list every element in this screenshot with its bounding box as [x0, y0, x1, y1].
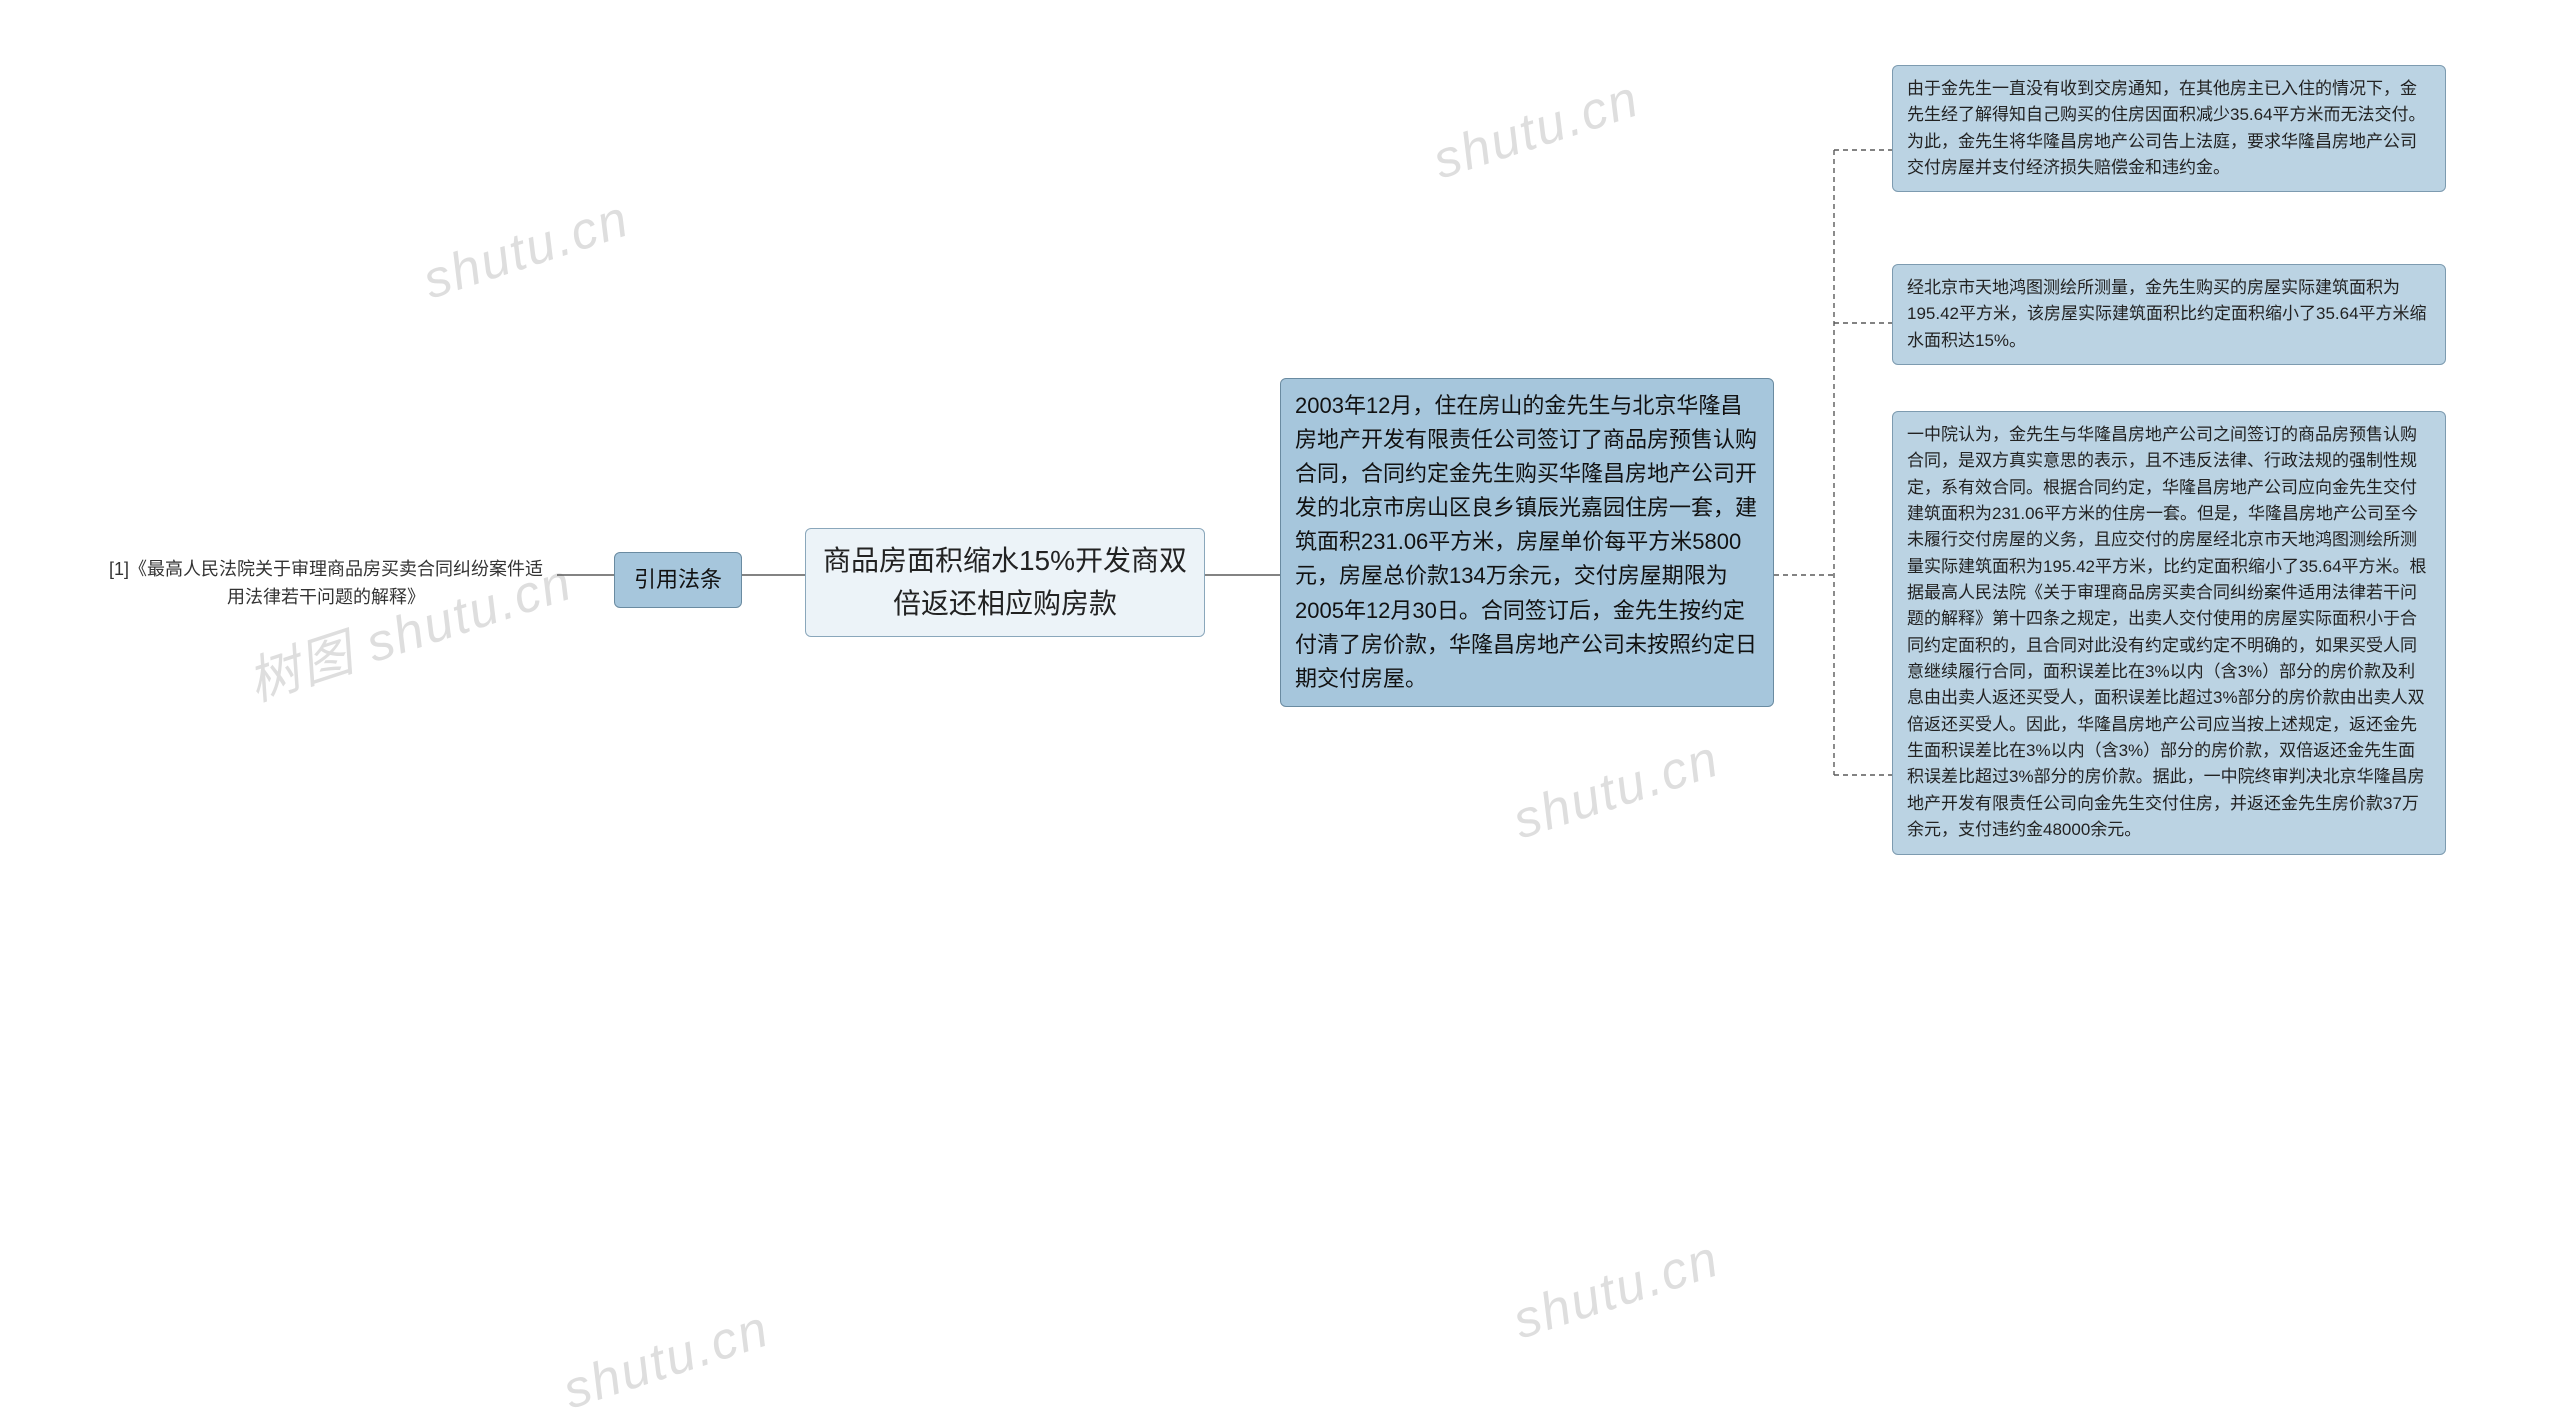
detail-node-1[interactable]: 由于金先生一直没有收到交房通知，在其他房主已入住的情况下，金先生经了解得知自己购…	[1892, 65, 2446, 192]
watermark: shutu.cn	[1506, 1229, 1727, 1352]
watermark: shutu.cn	[416, 189, 637, 312]
left-branch-node[interactable]: 引用法条	[614, 552, 742, 608]
watermark: shutu.cn	[1426, 69, 1647, 192]
watermark: shutu.cn	[1506, 729, 1727, 852]
detail-node-3[interactable]: 一中院认为，金先生与华隆昌房地产公司之间签订的商品房预售认购合同，是双方真实意思…	[1892, 411, 2446, 855]
watermark: shutu.cn	[556, 1299, 777, 1419]
facts-node[interactable]: 2003年12月，住在房山的金先生与北京华隆昌房地产开发有限责任公司签订了商品房…	[1280, 378, 1774, 707]
citation-node[interactable]: [1]《最高人民法院关于审理商品房买卖合同纠纷案件适用法律若干问题的解释》	[95, 546, 557, 622]
root-node[interactable]: 商品房面积缩水15%开发商双倍返还相应购房款	[805, 528, 1205, 637]
detail-node-2[interactable]: 经北京市天地鸿图测绘所测量，金先生购买的房屋实际建筑面积为195.42平方米，该…	[1892, 264, 2446, 365]
